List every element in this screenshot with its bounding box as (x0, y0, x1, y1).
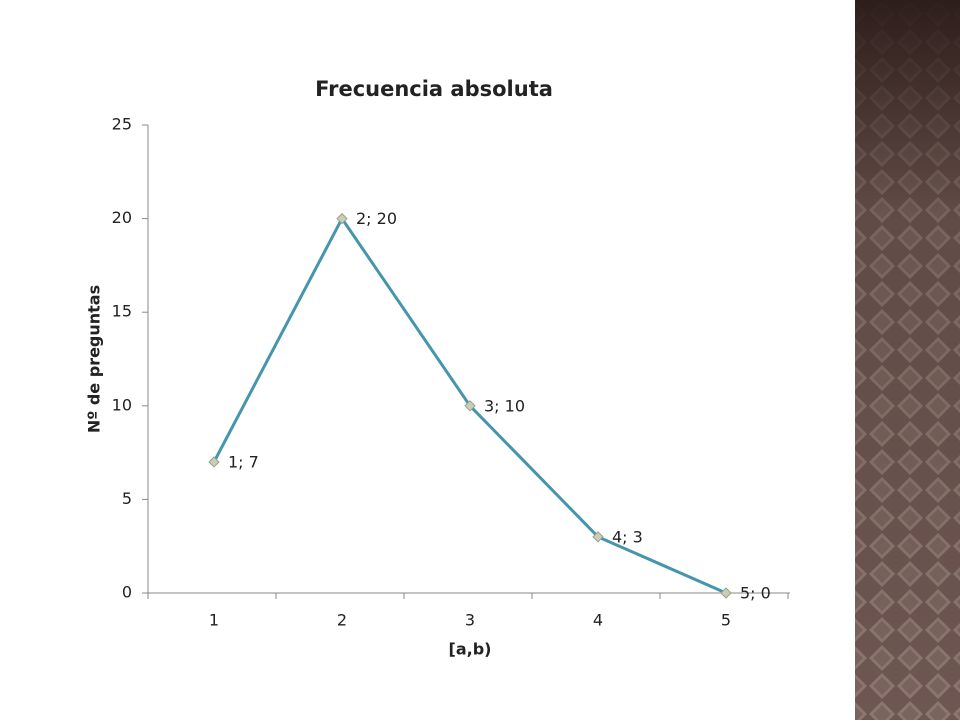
x-axis-label: [a,b) (449, 640, 492, 659)
marker (592, 531, 604, 543)
x-tick-label: 4 (593, 611, 603, 630)
marker (208, 456, 220, 468)
x-tick-label: 5 (721, 611, 731, 630)
y-tick-label: 5 (122, 489, 132, 508)
y-tick-label: 20 (112, 208, 132, 227)
data-label: 2; 20 (356, 209, 397, 228)
x-tick-label: 2 (337, 611, 347, 630)
strip-shade (855, 0, 960, 720)
y-tick-label: 15 (112, 302, 132, 321)
x-tick-label: 3 (465, 611, 475, 630)
marker (464, 400, 476, 412)
data-label: 3; 10 (484, 396, 525, 415)
data-label: 1; 7 (228, 452, 259, 471)
y-axis-label: Nº de preguntas (85, 285, 104, 433)
chart-title: Frecuencia absoluta (315, 77, 553, 101)
data-label: 5; 0 (740, 584, 771, 603)
y-tick-label: 25 (112, 115, 132, 134)
y-tick-label: 0 (122, 583, 132, 602)
marker (720, 587, 732, 599)
data-label: 4; 3 (612, 527, 643, 546)
y-tick-label: 10 (112, 395, 132, 414)
marker (336, 212, 348, 225)
x-tick-label: 1 (209, 611, 219, 630)
